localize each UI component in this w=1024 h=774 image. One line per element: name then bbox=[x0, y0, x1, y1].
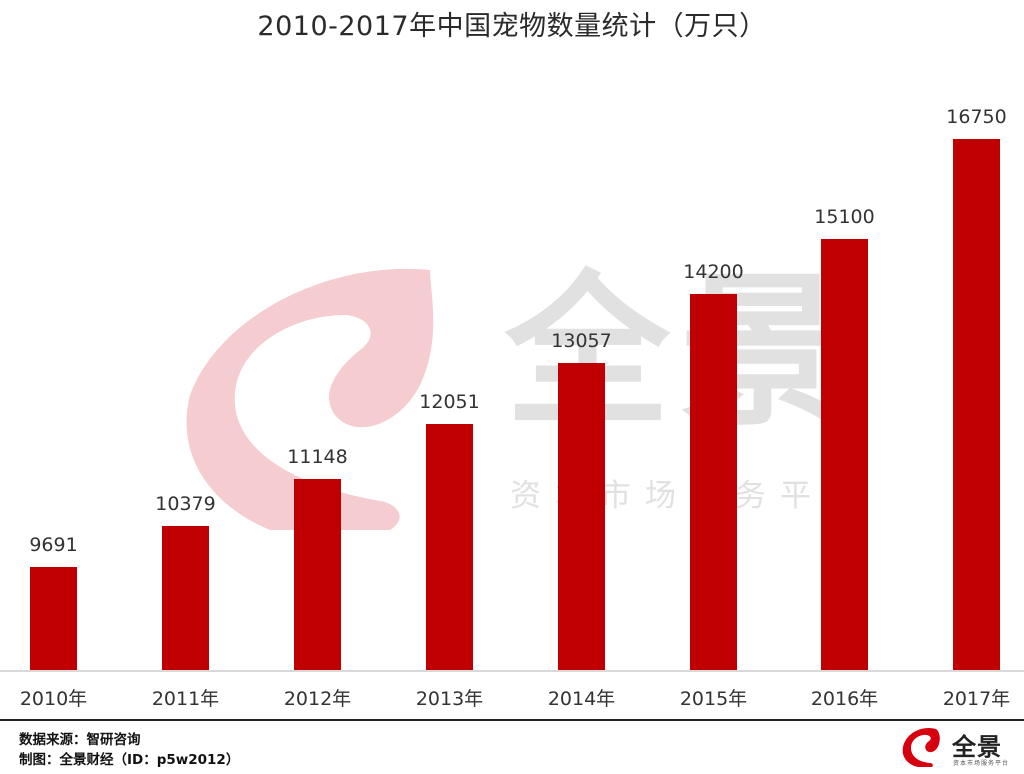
brand-logo: 全景 资本市场服务平台 bbox=[900, 725, 1024, 771]
bar bbox=[690, 294, 737, 670]
x-tick-label: 2016年 bbox=[810, 688, 879, 710]
bar-value-label: 12051 bbox=[419, 391, 480, 413]
bar bbox=[162, 526, 209, 670]
x-tick-label: 2015年 bbox=[679, 688, 748, 710]
logo-swirl-icon bbox=[902, 727, 940, 767]
x-tick-label: 2011年 bbox=[151, 688, 220, 710]
bar bbox=[30, 567, 77, 670]
data-source: 数据来源：智研咨询 bbox=[19, 732, 141, 748]
bar-value-label: 16750 bbox=[946, 106, 1007, 128]
bar-value-label: 14200 bbox=[683, 261, 744, 283]
bar bbox=[953, 139, 1000, 670]
bar-value-label: 11148 bbox=[287, 446, 348, 468]
logo-tagline: 资本市场服务平台 bbox=[953, 760, 1010, 767]
bar-value-label: 9691 bbox=[29, 534, 78, 556]
chart-credit: 制图：全景财经（ID：p5w2012） bbox=[19, 752, 240, 768]
x-tick-label: 2014年 bbox=[547, 688, 616, 710]
footer-divider bbox=[0, 719, 1024, 721]
x-tick-label: 2017年 bbox=[942, 688, 1011, 710]
bar bbox=[821, 239, 868, 670]
logo-text: 全景 bbox=[952, 733, 1002, 761]
bar-value-label: 15100 bbox=[814, 206, 875, 228]
bar bbox=[294, 479, 341, 670]
bar bbox=[426, 424, 473, 670]
bar-value-label: 10379 bbox=[155, 493, 216, 515]
x-tick-label: 2012年 bbox=[283, 688, 352, 710]
footer-notes: 数据来源：智研咨询 制图：全景财经（ID：p5w2012） bbox=[19, 730, 239, 770]
chart-title: 2010-2017年中国宠物数量统计（万只） bbox=[257, 11, 767, 42]
x-axis-line bbox=[0, 670, 1024, 672]
x-tick-label: 2013年 bbox=[415, 688, 484, 710]
x-tick-label: 2010年 bbox=[19, 688, 88, 710]
bar-value-label: 13057 bbox=[551, 330, 612, 352]
bar bbox=[558, 363, 605, 670]
